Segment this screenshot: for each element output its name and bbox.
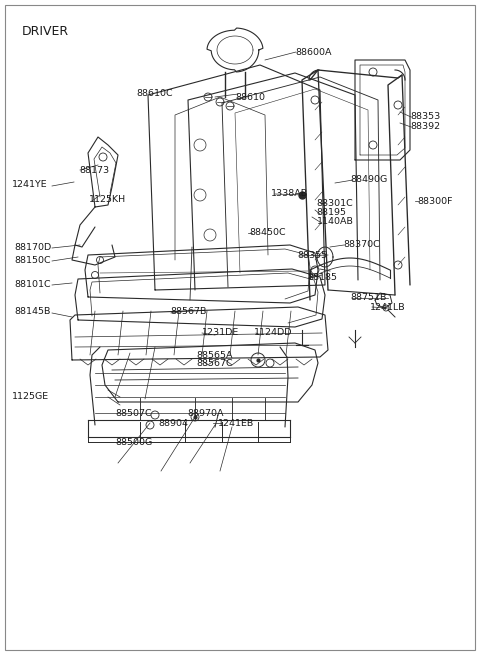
Text: 88353: 88353: [410, 112, 441, 121]
Text: 1338AB: 1338AB: [271, 189, 308, 198]
Text: 88150C: 88150C: [14, 255, 51, 265]
Text: 88170D: 88170D: [14, 243, 52, 252]
Text: 1125KH: 1125KH: [89, 195, 126, 204]
Text: 88101C: 88101C: [14, 280, 51, 289]
Text: 88185: 88185: [307, 273, 337, 282]
Text: 88500G: 88500G: [115, 438, 153, 447]
Text: 88145B: 88145B: [14, 307, 51, 316]
Text: 88301C: 88301C: [317, 198, 354, 208]
Text: 88610C: 88610C: [137, 89, 173, 98]
Text: 1140AB: 1140AB: [317, 217, 354, 226]
Text: 1241YE: 1241YE: [12, 180, 48, 189]
Text: 88300F: 88300F: [418, 196, 453, 206]
Text: 88370C: 88370C: [343, 240, 380, 250]
Text: 88970A: 88970A: [187, 409, 224, 419]
Text: 88507C: 88507C: [115, 409, 152, 419]
Text: 88567B: 88567B: [170, 307, 207, 316]
Text: 88904: 88904: [158, 419, 188, 428]
Text: 1125GE: 1125GE: [12, 392, 49, 401]
Text: 1241EB: 1241EB: [218, 419, 255, 428]
Text: 88610: 88610: [235, 93, 265, 102]
Text: 88355: 88355: [298, 251, 328, 260]
Text: 1124DD: 1124DD: [254, 328, 293, 337]
Text: 1231DE: 1231DE: [202, 328, 239, 337]
Text: 88490G: 88490G: [350, 175, 388, 184]
Text: 88450C: 88450C: [250, 228, 286, 237]
Text: 88565A: 88565A: [197, 350, 233, 360]
Text: 88751B: 88751B: [350, 293, 387, 302]
Text: 88600A: 88600A: [295, 48, 332, 57]
Text: DRIVER: DRIVER: [22, 25, 69, 38]
Text: 88392: 88392: [410, 122, 441, 131]
Text: 1241LB: 1241LB: [370, 303, 405, 312]
Text: 88567C: 88567C: [197, 359, 233, 368]
Text: 88173: 88173: [79, 166, 109, 175]
Text: 88195: 88195: [317, 208, 347, 217]
